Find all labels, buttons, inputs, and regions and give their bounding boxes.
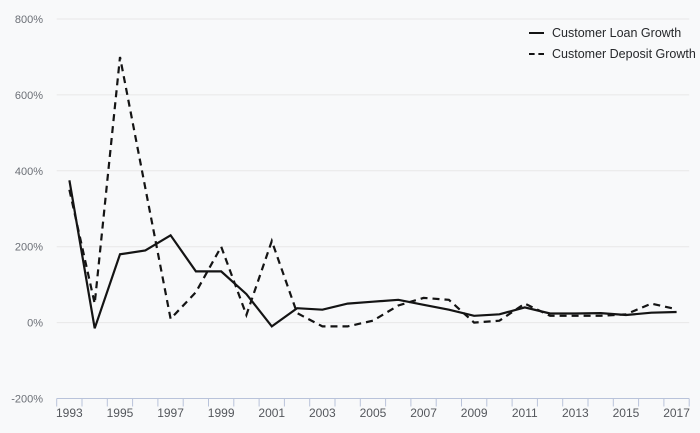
deposit-growth-line-series [68,56,677,328]
x-axis-tick-label: 2009 [461,406,488,420]
x-axis-tick-label: 1995 [107,406,134,420]
x-axis-tick-label: 1999 [208,406,235,420]
x-axis-tick-label: 1993 [56,406,83,420]
legend: Customer Loan Growth Customer Deposit Gr… [529,26,696,61]
y-axis-tick-label: 800% [15,14,43,26]
y-axis-tick-label: 600% [15,90,43,102]
legend-label-deposit-growth: Customer Deposit Growth [552,47,696,61]
y-axis-tick-label: 200% [15,242,43,254]
solid-line-swatch-icon [529,32,544,34]
y-axis-tick-label: 400% [15,166,43,178]
x-axis-tick-label: 2003 [309,406,336,420]
y-axis-tick-label: -200% [11,394,43,406]
legend-item-loan-growth[interactable]: Customer Loan Growth [529,26,696,40]
x-axis-tick-label: 2001 [258,406,285,420]
x-axis-tick-label: 2017 [663,406,690,420]
x-axis-tick-label: 2011 [512,406,538,420]
y-axis-tick-label: 0% [27,318,43,330]
x-axis-tick-label: 2015 [613,406,640,420]
x-axis-tick-label: 2013 [562,406,589,420]
x-axis-tick-label: 1997 [157,406,184,420]
legend-item-deposit-growth[interactable]: Customer Deposit Growth [529,47,696,61]
legend-label-loan-growth: Customer Loan Growth [552,26,682,40]
loan-growth-line-series [68,180,677,329]
x-axis-tick-label: 2007 [410,406,437,420]
dashed-line-swatch-icon [529,53,544,55]
x-axis-tick-label: 2005 [360,406,387,420]
